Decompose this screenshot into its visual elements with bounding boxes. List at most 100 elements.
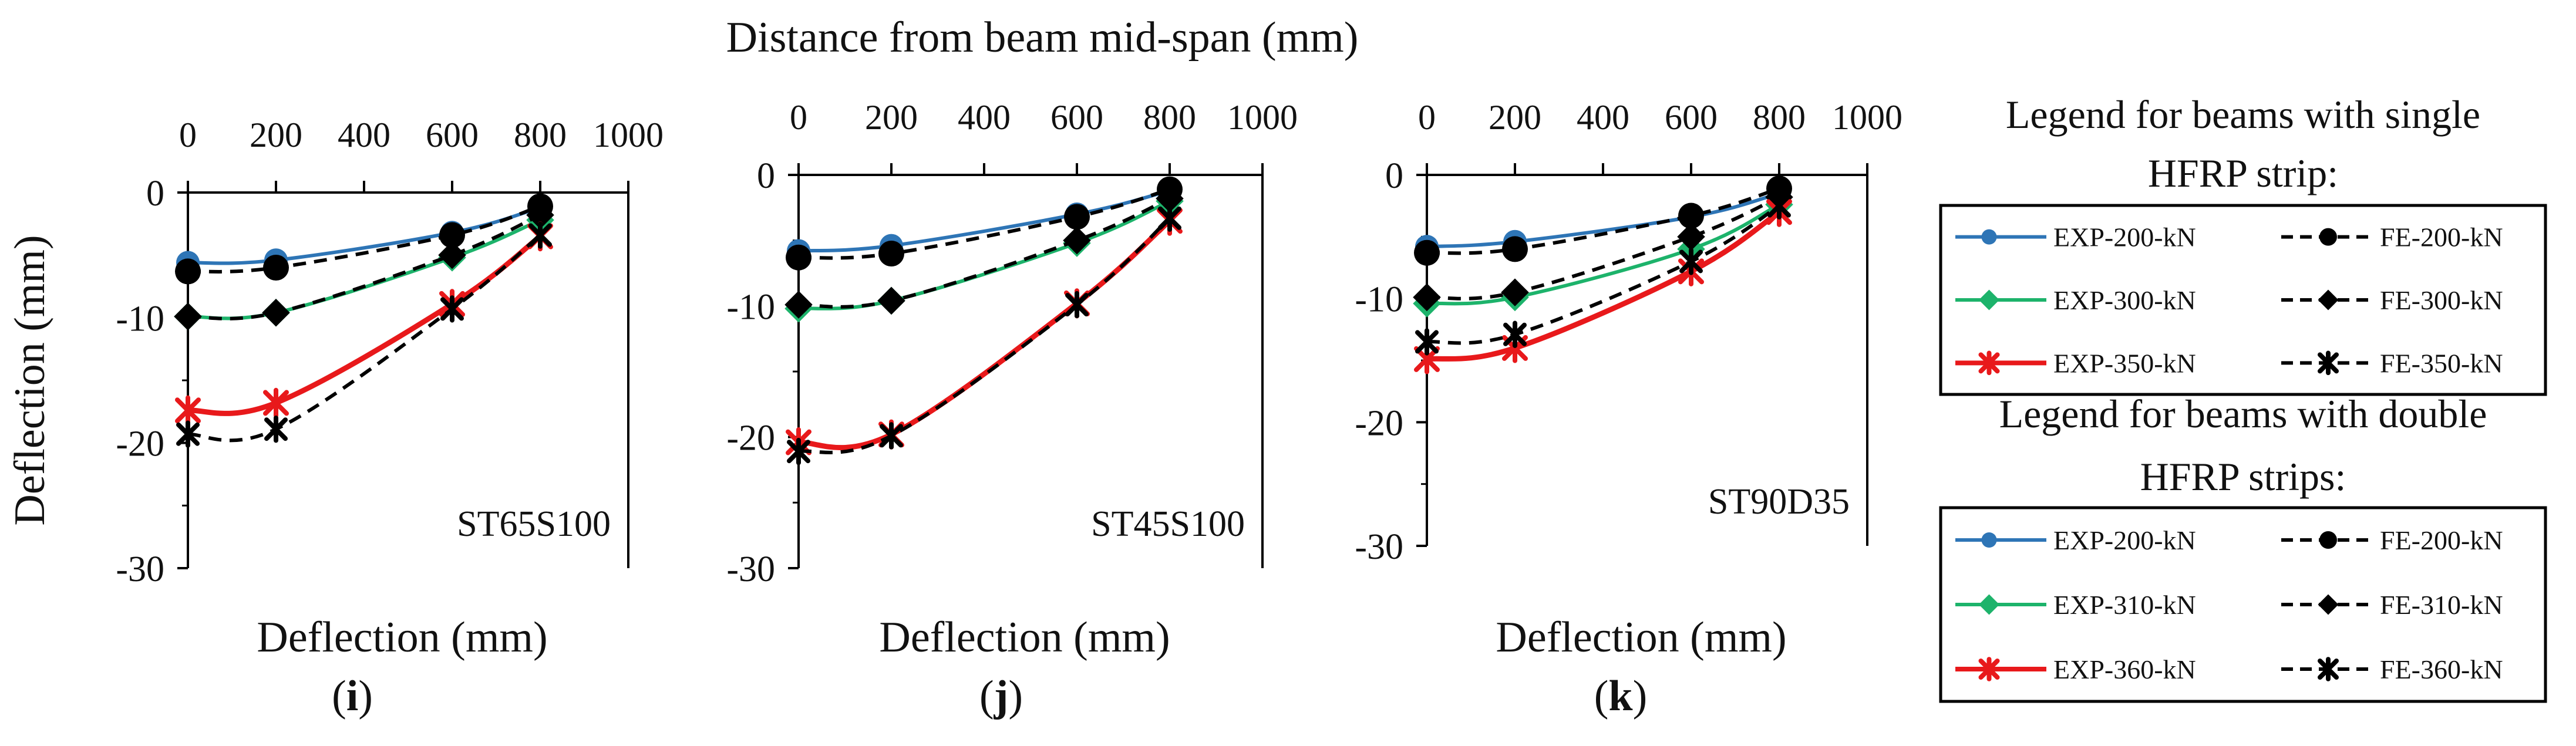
line-EXP-200-kN (1426, 191, 1780, 249)
point-FE-350-kN-0 (787, 438, 810, 465)
legend-label: FE-310-kN (2380, 590, 2503, 620)
point-FE-350-kN-200 (264, 416, 288, 443)
x-tick-label: 0 (179, 116, 197, 154)
line-FE-300-kN (187, 213, 541, 320)
series-EXP-200-kN (787, 178, 1181, 263)
point-FE-360-kN-600 (1679, 248, 1703, 275)
x-tick-label: 1000 (1832, 98, 1902, 137)
top-axis-title: Distance from beam mid-span (mm) (726, 13, 1359, 62)
x-tick-label: 800 (1753, 98, 1806, 137)
point-FE-200-kN-0 (1414, 239, 1440, 266)
x-tick-label: 200 (865, 98, 918, 137)
line-FE-350-kN (187, 234, 541, 443)
legend-label: EXP-300-kN (2053, 285, 2196, 315)
legend-label: FE-200-kN (2380, 222, 2503, 252)
y-axis-title: Deflection (mm) (6, 235, 54, 525)
legend-marker (1981, 229, 1997, 245)
x-tick-label: 200 (250, 116, 302, 154)
point-FE-350-kN-600 (1065, 291, 1089, 319)
panel-i: 0 200 400 600 800 1000 0 -10 -20 -30 Deflection (m… (6, 116, 664, 720)
legend-entry-FE-360-kN: FE-360-kN (2281, 654, 2503, 684)
x-tick-label: 600 (1665, 98, 1718, 137)
x-tick-label: 800 (514, 116, 567, 154)
legend-subtitle: HFRP strips: (2140, 454, 2346, 499)
legend-label: FE-360-kN (2380, 654, 2503, 684)
x-tick-label: 400 (958, 98, 1011, 137)
y-tick-label: 0 (757, 156, 775, 196)
line-EXP-310-kN (1426, 202, 1780, 306)
legend-label: FE-200-kN (2380, 525, 2503, 555)
legend-entry-EXP-200-kN: EXP-200-kN (1955, 222, 2196, 252)
point-FE-350-kN-800 (528, 221, 552, 249)
y-tick-label: -10 (726, 287, 775, 327)
legend-label: FE-300-kN (2380, 285, 2503, 315)
legend-marker (1978, 350, 2000, 376)
series-FE-300-kN (174, 201, 554, 330)
legend-subtitle: HFRP strip: (2148, 151, 2338, 195)
point-FE-300-kN-600 (1063, 226, 1091, 255)
line-EXP-360-kN (1426, 210, 1781, 362)
point-FE-300-kN-0 (784, 291, 813, 319)
point-FE-350-kN-200 (880, 422, 903, 450)
line-FE-360-kN (1426, 204, 1780, 345)
x-tick-label: 200 (1489, 98, 1541, 137)
line-FE-300-kN (798, 197, 1171, 309)
series-FE-200-kN (1414, 175, 1792, 266)
y-tick-label: -20 (116, 424, 164, 464)
series-EXP-200-kN (176, 195, 552, 275)
series-FE-300-kN (784, 184, 1184, 319)
x-tick-label: 600 (426, 116, 479, 154)
legend-label: EXP-310-kN (2053, 590, 2196, 620)
legend-entry-EXP-350-kN: EXP-350-kN (1955, 348, 2196, 378)
point-FE-310-kN-600 (1677, 222, 1705, 251)
line-FE-200-kN (187, 204, 541, 274)
legend-box (1939, 506, 2547, 703)
legend-marker (2318, 594, 2339, 615)
x-tick-label: 1000 (593, 116, 664, 154)
legend-entry-EXP-200-kN: EXP-200-kN (1955, 525, 2196, 555)
point-FE-200-kN-600 (439, 222, 465, 248)
point-FE-200-kN-200 (263, 255, 289, 281)
line-FE-310-kN (1426, 195, 1780, 301)
x-tick-label: 0 (790, 98, 807, 137)
point-FE-310-kN-200 (1501, 278, 1529, 306)
series-EXP-300-kN (174, 206, 554, 330)
legend-marker (1979, 594, 1999, 615)
line-FE-200-kN (1426, 187, 1780, 255)
x-tick-label: 1000 (1227, 98, 1298, 137)
x-axis-title: Deflection (mm) (257, 613, 547, 661)
legend-marker (2318, 350, 2339, 376)
panel-label: (i) (332, 672, 373, 720)
panel-letter: i (346, 672, 359, 720)
legend-marker (2319, 228, 2337, 246)
y-tick-label: -30 (116, 549, 164, 589)
x-tick-label: 0 (1418, 98, 1436, 137)
panel-letter: j (994, 672, 1009, 720)
point-FE-300-kN-800 (1156, 184, 1184, 212)
legend-label: EXP-200-kN (2053, 525, 2196, 555)
y-tick-label: -20 (1355, 403, 1403, 443)
legend-marker (1978, 657, 2000, 681)
x-axis-title: Deflection (mm) (1496, 613, 1786, 661)
series-FE-350-kN (787, 204, 1181, 465)
legend-label: EXP-200-kN (2053, 222, 2196, 252)
point-FE-200-kN-0 (175, 258, 201, 285)
series-EXP-360-kN (1414, 197, 1792, 374)
line-EXP-300-kN (187, 218, 541, 320)
series-FE-360-kN (1415, 192, 1791, 356)
legend-title: Legend for beams with single (2006, 92, 2480, 137)
point-EXP-350-kN-200 (263, 387, 289, 418)
line-EXP-350-kN (798, 218, 1171, 451)
line-EXP-300-kN (798, 199, 1171, 310)
point-FE-350-kN-0 (176, 420, 200, 448)
x-tick-label: 400 (1577, 98, 1629, 137)
legend-entry-FE-200-kN: FE-200-kN (2281, 525, 2503, 555)
series-FE-350-kN (176, 221, 552, 448)
legend-entry-EXP-310-kN: EXP-310-kN (1955, 590, 2196, 620)
legend-label: FE-350-kN (2380, 348, 2503, 378)
legend-marker (1979, 289, 1999, 310)
legend-single: Legend for beams with single HFRP strip: E… (1939, 92, 2547, 396)
x-tick-label: 400 (338, 116, 390, 154)
point-FE-350-kN-600 (440, 295, 464, 323)
